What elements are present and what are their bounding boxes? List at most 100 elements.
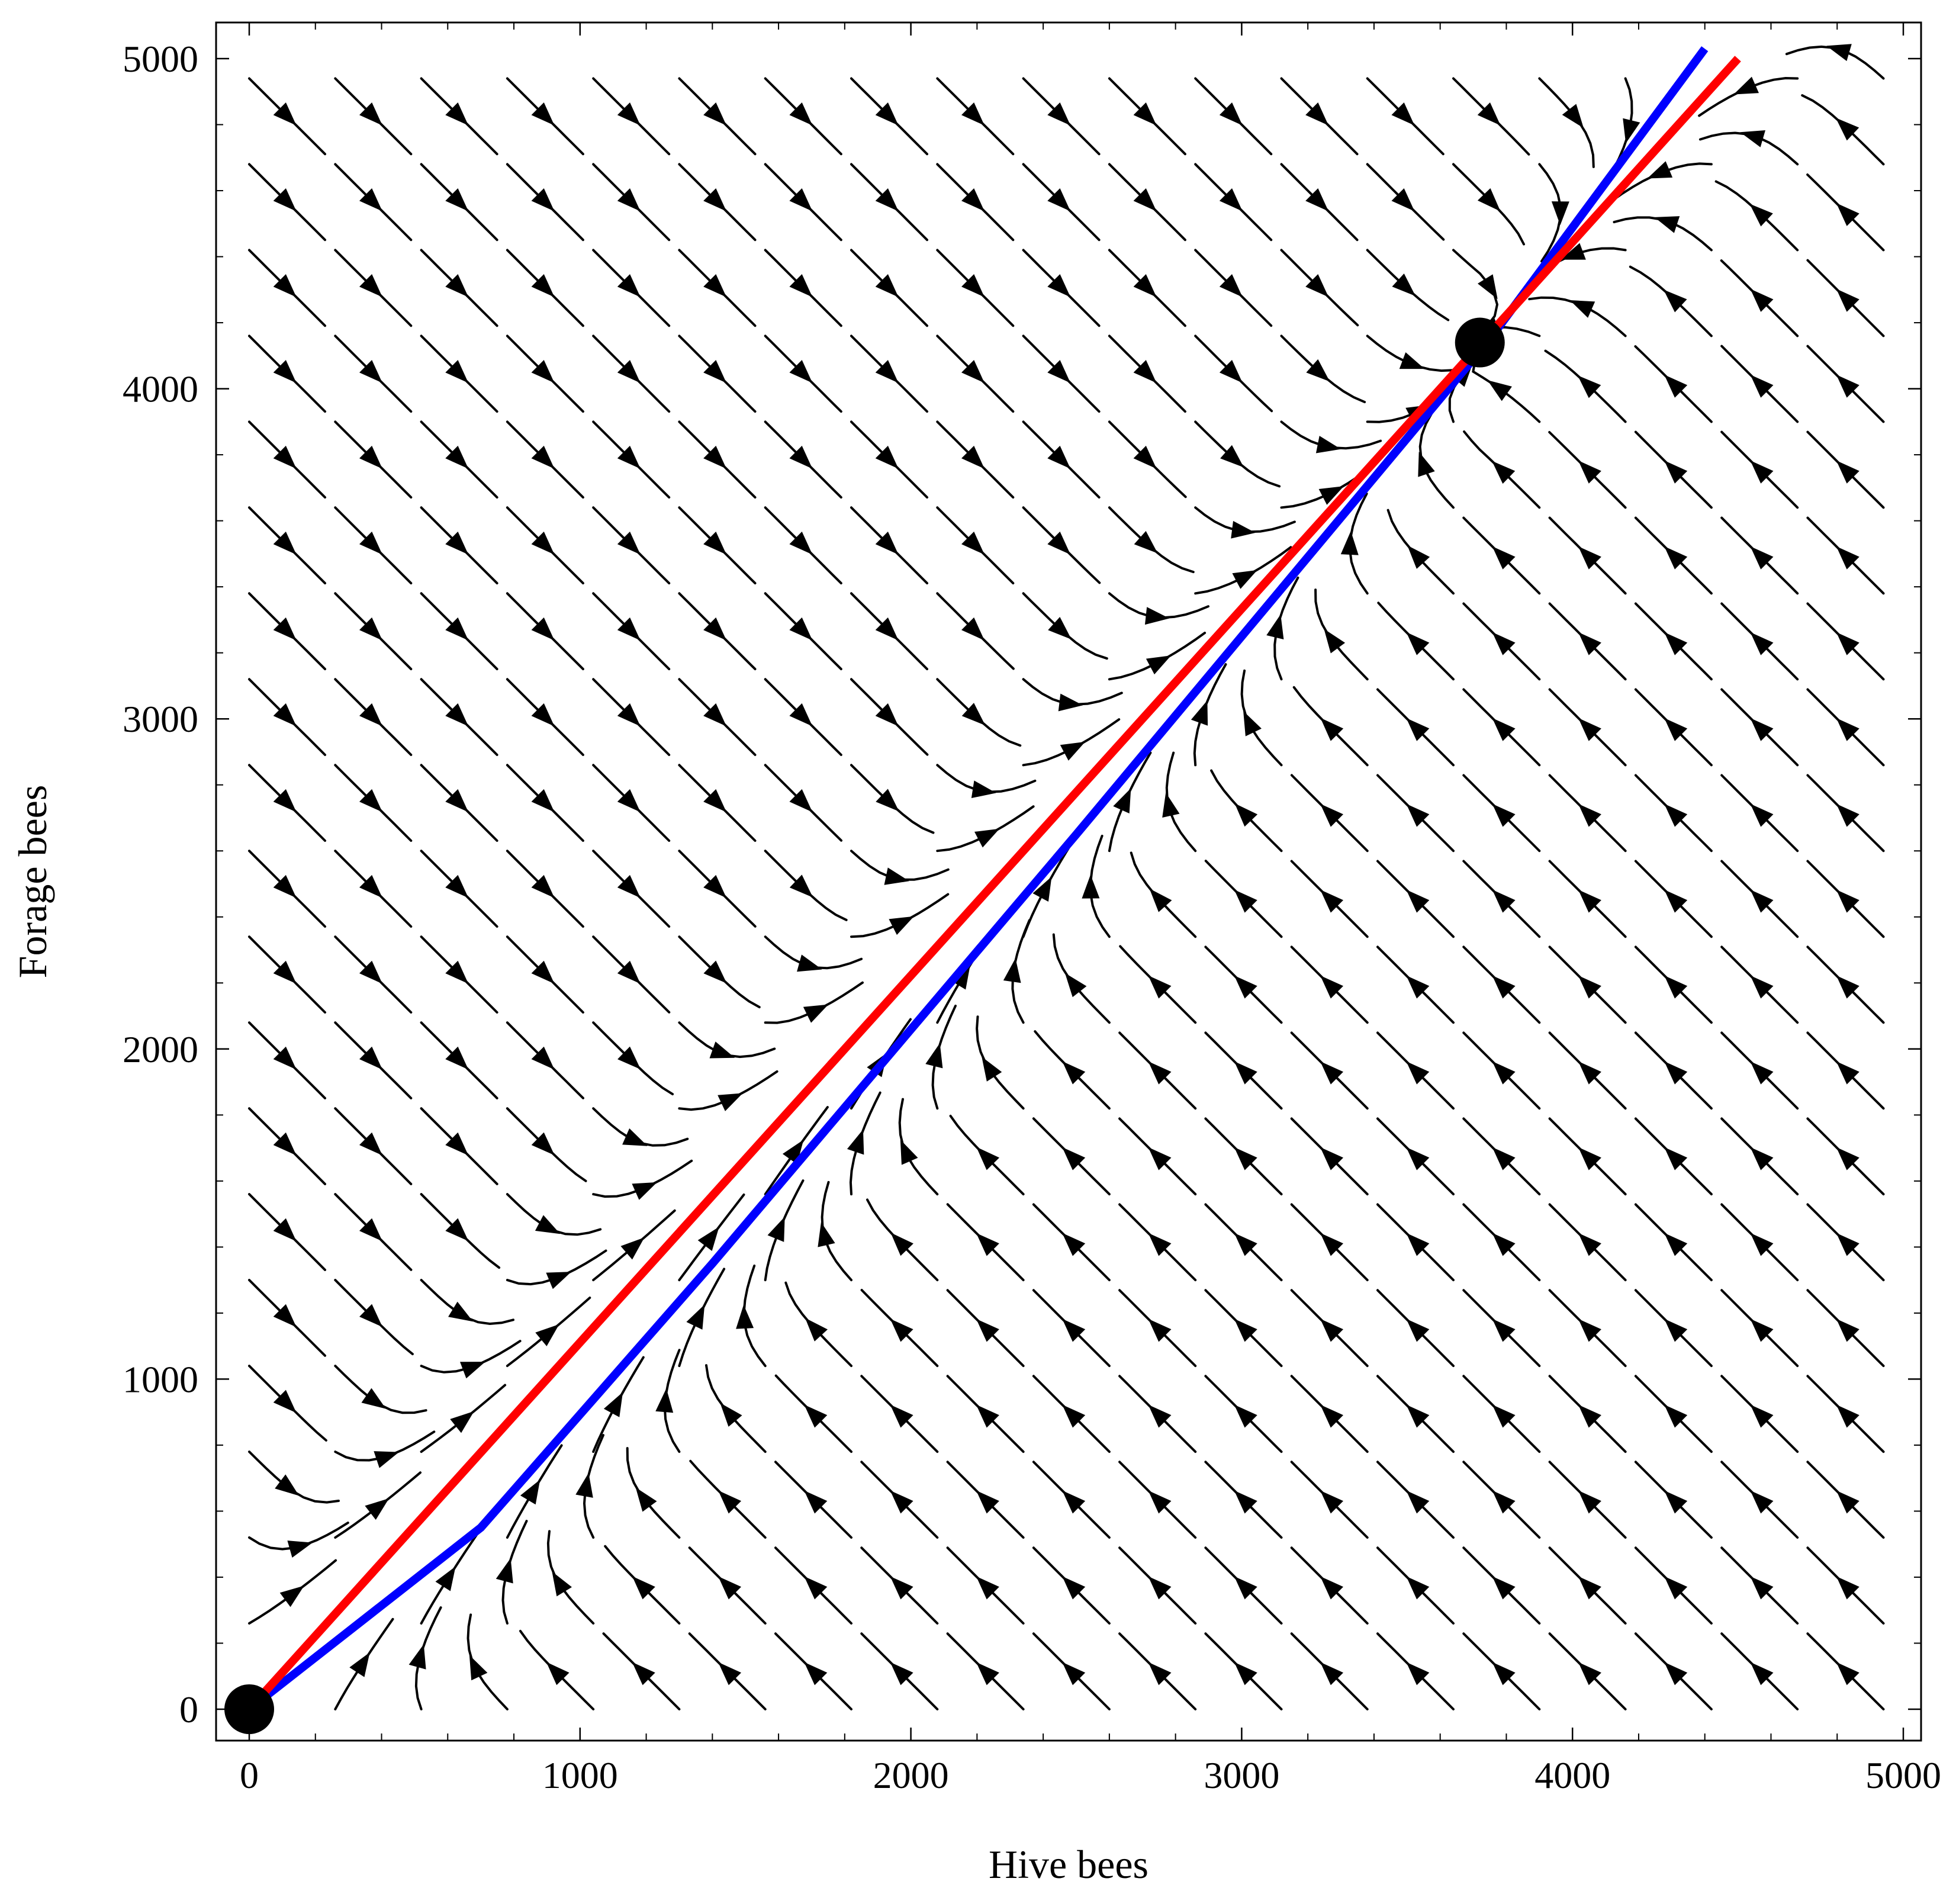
streamline-arrowhead-353 xyxy=(1750,718,1774,741)
streamline-arrowhead-259 xyxy=(1324,629,1346,654)
streamline-arrowhead-148 xyxy=(875,359,899,383)
streamline-arrowhead-38 xyxy=(408,1644,426,1670)
streamline-arrowhead-103 xyxy=(703,960,727,984)
streamline-arrowhead-185 xyxy=(1047,445,1071,469)
streamline-arrowhead-358 xyxy=(1750,288,1774,312)
streamline-arrowhead-25 xyxy=(359,1132,382,1156)
streamline-arrowhead-249 xyxy=(1320,1490,1344,1514)
streamline-arrowhead-324 xyxy=(1664,1576,1688,1600)
streamline-arrowhead-240 xyxy=(1266,614,1284,640)
streamline-arrowhead-31 xyxy=(359,617,382,641)
streamline-arrowhead-5 xyxy=(273,1218,297,1242)
streamline-arrowhead-380 xyxy=(1835,118,1860,141)
streamline-arrowhead-176 xyxy=(976,1233,999,1256)
streamline-arrowhead-88 xyxy=(617,617,641,641)
streamline-arrowhead-43 xyxy=(445,1218,469,1242)
streamline-arrowhead-172 xyxy=(976,1576,999,1600)
streamline-arrowhead-299 xyxy=(1492,461,1516,484)
streamline-arrowhead-123 xyxy=(789,874,813,898)
streamline-arrowhead-131 xyxy=(789,188,813,211)
streamline-arrowhead-192 xyxy=(1062,1490,1086,1514)
streamline-arrowhead-6 xyxy=(273,1132,297,1156)
streamline-arrowhead-336 xyxy=(1664,546,1688,570)
streamline-arrowhead-283 xyxy=(1477,188,1501,212)
streamline-arrowhead-64 xyxy=(531,1046,555,1070)
streamline-arrowhead-0 xyxy=(279,1585,304,1607)
streamline-arrowhead-300 xyxy=(1487,380,1512,401)
streamline-arrowhead-129 xyxy=(789,359,813,383)
streamline-arrowhead-308 xyxy=(1578,1318,1601,1342)
streamline-arrowhead-80 xyxy=(620,1237,645,1260)
streamline-arrowhead-190 xyxy=(1062,1662,1086,1686)
streamline-arrowhead-28 xyxy=(359,874,382,898)
streamline-arrowhead-15 xyxy=(273,359,297,383)
streamline-arrowhead-145 xyxy=(875,617,899,641)
streamline-arrowhead-157 xyxy=(890,1232,913,1256)
streamline-arrowhead-52 xyxy=(445,445,469,469)
streamline-arrowhead-193 xyxy=(1062,1404,1086,1428)
streamline-arrowhead-356 xyxy=(1750,460,1774,484)
streamline-arrowhead-173 xyxy=(976,1490,999,1514)
streamline-arrowhead-289 xyxy=(1492,1318,1516,1342)
streamline-arrowhead-50 xyxy=(445,617,469,641)
streamline-arrowhead-220 xyxy=(1191,700,1208,726)
streamline-arrowhead-196 xyxy=(1062,1147,1086,1170)
streamline-arrowhead-216 xyxy=(1148,1061,1172,1085)
streamline-arrowhead-99 xyxy=(686,1304,705,1330)
streamline-arrowhead-53 xyxy=(445,359,469,383)
streamline-arrowhead-183 xyxy=(1048,617,1072,639)
streamline-arrowhead-14 xyxy=(273,445,297,469)
streamline-arrowhead-254 xyxy=(1320,1061,1344,1085)
streamline-arrowhead-275 xyxy=(1406,889,1430,913)
streamline-arrowhead-127 xyxy=(789,531,813,555)
streamline-arrowhead-96 xyxy=(632,1576,655,1600)
streamline-arrowhead-370 xyxy=(1836,975,1860,999)
equilibrium-points xyxy=(224,317,1505,1734)
streamline-arrowhead-77 xyxy=(552,1571,572,1597)
streamline-arrowhead-349 xyxy=(1750,1061,1774,1085)
streamline-arrowhead-226 xyxy=(1219,188,1243,211)
streamline-arrowhead-153 xyxy=(890,1576,913,1600)
streamline-arrowhead-270 xyxy=(1406,1318,1430,1342)
streamline-arrowhead-295 xyxy=(1492,803,1516,827)
streamline-arrowhead-117 xyxy=(720,1403,742,1427)
streamline-arrowhead-227 xyxy=(1219,102,1243,126)
streamline-arrowhead-13 xyxy=(273,531,297,555)
plot-frame xyxy=(215,21,1922,1742)
streamline-arrowhead-199 xyxy=(1082,874,1100,899)
streamline-arrowhead-49 xyxy=(445,703,469,726)
streamline-arrowhead-202 xyxy=(1144,607,1170,625)
streamline-arrowhead-332 xyxy=(1664,889,1688,913)
streamline-arrowhead-310 xyxy=(1578,1147,1601,1170)
streamline-arrowhead-369 xyxy=(1836,1061,1860,1085)
streamline-arrowhead-23 xyxy=(359,1304,383,1327)
streamline-arrowhead-219 xyxy=(1162,792,1180,818)
streamline-arrowhead-19 xyxy=(349,1652,370,1677)
y-tick-label: 1000 xyxy=(123,1358,198,1400)
streamline-arrowhead-274 xyxy=(1406,975,1430,999)
streamline-arrowhead-189 xyxy=(1047,102,1071,126)
streamline-arrowhead-98 xyxy=(655,1388,674,1413)
streamline-arrowhead-325 xyxy=(1664,1490,1688,1514)
streamline-arrowhead-60 xyxy=(535,1324,559,1346)
streamline-arrowhead-215 xyxy=(1148,1147,1172,1170)
streamline-arrowhead-262 xyxy=(1399,352,1425,369)
streamline-arrowhead-179 xyxy=(1003,958,1021,983)
y-tick-label: 3000 xyxy=(123,698,198,740)
streamline-arrowhead-150 xyxy=(875,188,899,211)
streamline-arrowhead-76 xyxy=(546,1662,570,1686)
streamline-arrowhead-263 xyxy=(1392,274,1416,297)
streamline-arrowhead-229 xyxy=(1234,1576,1257,1600)
streamline-arrowhead-72 xyxy=(531,359,555,383)
streamline-arrowhead-89 xyxy=(617,531,641,555)
streamline-arrowhead-105 xyxy=(703,789,727,812)
streamline-arrowhead-198 xyxy=(1064,973,1087,998)
streamline-arrowhead-280 xyxy=(1418,451,1435,477)
streamline-arrowhead-228 xyxy=(1234,1662,1257,1686)
streamline-arrowhead-128 xyxy=(789,445,813,469)
streamline-arrowhead-137 xyxy=(805,1318,828,1342)
streamline-arrowhead-236 xyxy=(1234,975,1257,999)
streamline-arrowhead-4 xyxy=(273,1304,297,1327)
streamline-arrowhead-269 xyxy=(1406,1404,1430,1428)
